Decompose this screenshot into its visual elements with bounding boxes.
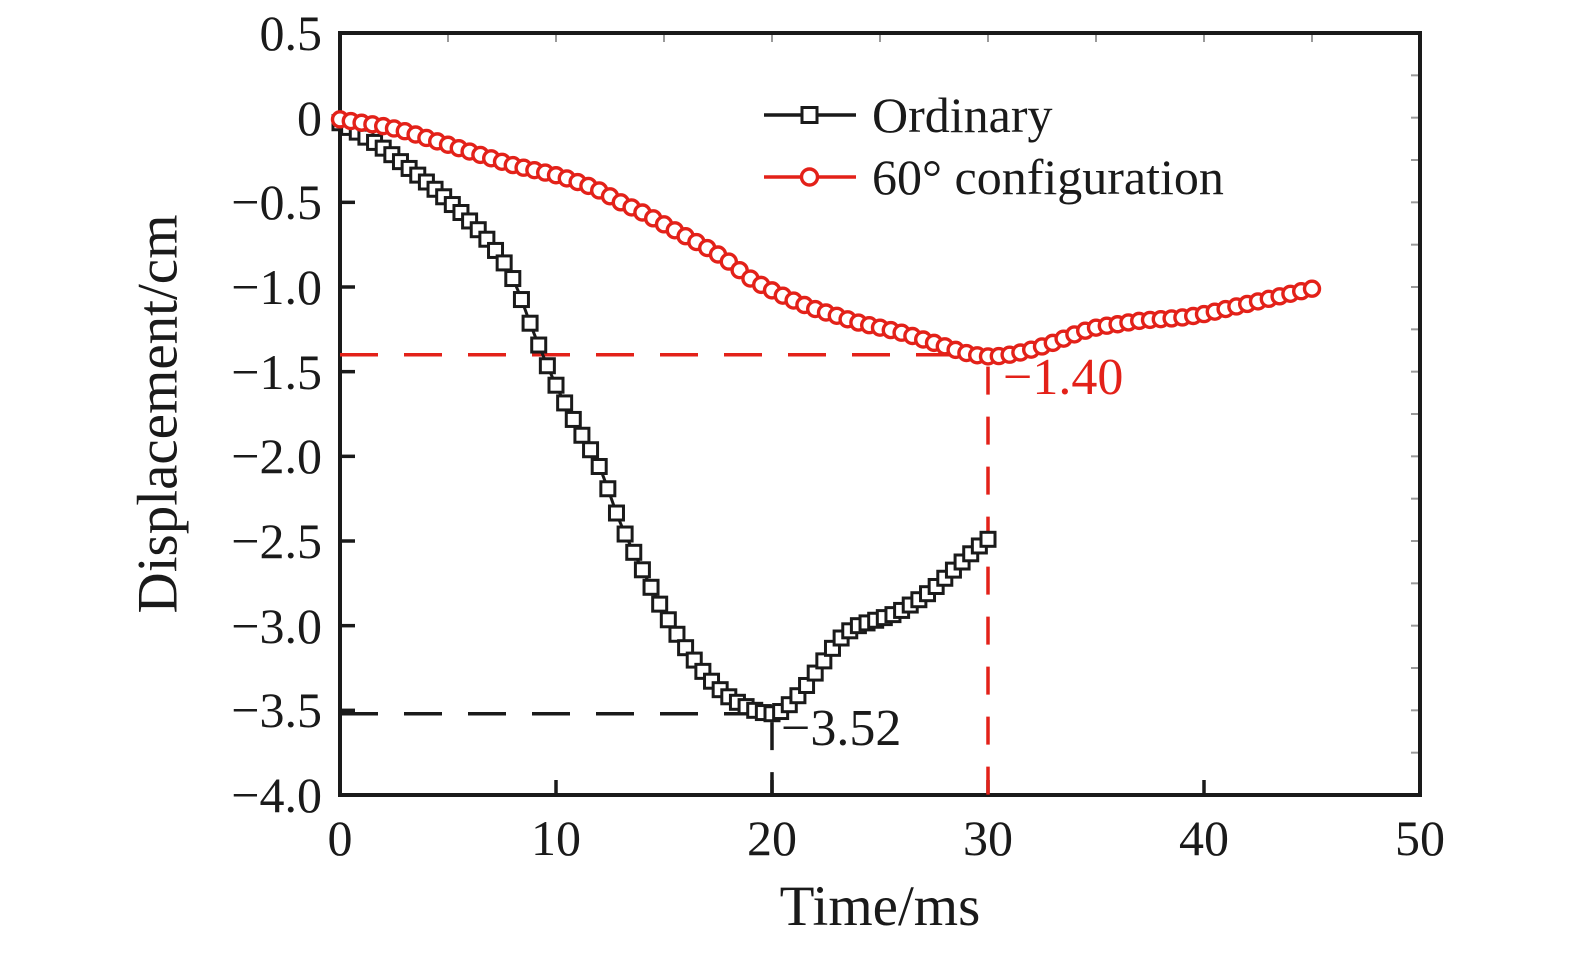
data-point-square	[521, 314, 539, 332]
data-point-square	[590, 457, 608, 475]
plot-frame	[338, 31, 1422, 797]
data-point-square	[599, 480, 617, 498]
data-point-square	[642, 578, 660, 596]
data-point-square	[607, 504, 625, 522]
data-point-square	[651, 595, 669, 613]
data-point-square	[616, 525, 634, 543]
data-point-square	[659, 611, 677, 629]
x-tick-label: 10	[531, 810, 581, 866]
legend: Ordinary 60° configuration	[762, 84, 1224, 208]
data-point-square	[564, 410, 582, 428]
y-tick-label: −0.5	[231, 174, 322, 231]
data-point-square	[633, 561, 651, 579]
data-point-square	[582, 441, 600, 459]
data-point-square	[677, 639, 695, 657]
x-tick-label: 20	[747, 810, 797, 866]
data-point-circle	[1302, 279, 1322, 298]
legend-item-60-configuration: 60° configuration	[762, 146, 1224, 208]
annotation-min-60-configuration: −1.40	[1003, 349, 1124, 406]
data-point-square	[538, 357, 556, 375]
data-point-square	[556, 394, 574, 412]
data-point-square	[504, 270, 522, 288]
y-tick-label: −1.5	[231, 343, 322, 400]
data-point-square	[979, 530, 997, 548]
legend-label-60-configuration: 60° configuration	[872, 149, 1224, 205]
square-marker-line-icon	[764, 106, 856, 124]
circle-marker-line-icon	[764, 167, 856, 187]
legend-label-ordinary: Ordinary	[872, 87, 1053, 143]
y-tick-label: −3.5	[231, 682, 322, 739]
x-tick-label: 50	[1395, 810, 1445, 866]
x-tick-label: 30	[963, 810, 1013, 866]
data-point-square	[547, 376, 565, 394]
x-tick-label: 0	[327, 810, 353, 866]
annotation-min-ordinary: −3.52	[781, 700, 902, 757]
data-point-square	[806, 664, 824, 682]
y-axis-title: Displacement/cm	[126, 214, 190, 614]
data-point-square	[573, 426, 591, 444]
data-point-square	[512, 291, 530, 309]
data-point-square	[487, 241, 505, 259]
data-point-square	[815, 652, 833, 670]
y-tick-label: 0	[297, 89, 322, 146]
data-point-square	[668, 625, 686, 643]
data-point-square	[530, 336, 548, 354]
data-point-square	[625, 543, 643, 561]
legend-item-ordinary: Ordinary	[762, 84, 1224, 146]
x-axis-title: Time/ms	[779, 875, 981, 938]
y-tick-label: −3.0	[231, 597, 322, 654]
x-tick-label: 40	[1179, 810, 1229, 866]
data-point-square	[798, 676, 816, 694]
y-tick-label: −2.0	[231, 428, 322, 485]
y-tick-label: −2.5	[231, 513, 322, 569]
data-point-square	[495, 254, 513, 272]
y-tick-label: −4.0	[231, 767, 322, 823]
y-tick-label: −1.0	[231, 259, 322, 315]
y-tick-label: 0.5	[259, 5, 323, 61]
